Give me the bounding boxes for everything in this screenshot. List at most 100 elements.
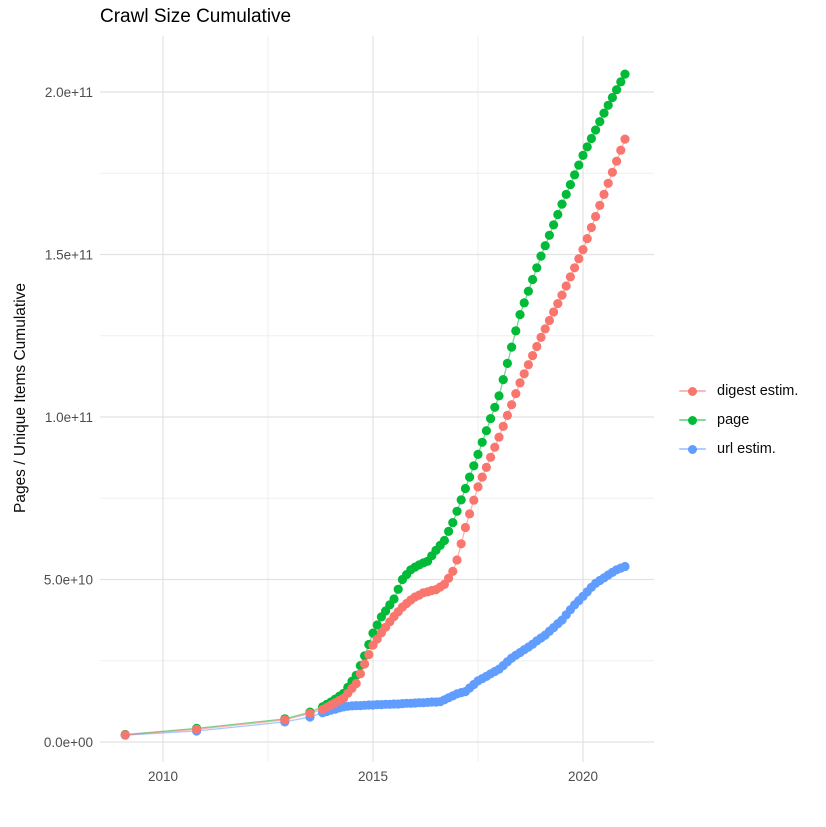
series-line-url-estim- (125, 565, 626, 736)
data-point (620, 561, 630, 572)
data-point (481, 426, 491, 436)
data-point (595, 200, 605, 210)
legend-key-dot (688, 444, 697, 454)
data-point (540, 324, 550, 334)
legend-key-dot (688, 415, 697, 425)
data-point (607, 92, 618, 103)
data-point (486, 452, 496, 462)
data-point (507, 400, 517, 410)
legend-item-url-estim: url estim. (679, 439, 798, 459)
data-point (565, 180, 576, 190)
data-point (536, 332, 546, 342)
data-point (599, 108, 609, 118)
data-point (574, 160, 584, 170)
data-point (557, 199, 567, 209)
data-point (519, 369, 529, 379)
legend-label: url estim. (717, 441, 776, 457)
legend: digest estim. page url estim. (679, 381, 798, 468)
data-point (620, 134, 630, 144)
data-point (460, 522, 470, 533)
data-point (549, 220, 559, 230)
data-point (498, 375, 508, 385)
data-point (612, 85, 622, 95)
data-point (616, 145, 626, 155)
data-point (481, 462, 491, 472)
data-point (490, 442, 500, 452)
data-point (465, 472, 475, 482)
y-axis-tick-label: 2.0e+11 (45, 85, 93, 100)
data-point (305, 708, 315, 719)
data-point (469, 495, 479, 505)
chart-title: Crawl Size Cumulative (100, 6, 292, 27)
data-point (586, 222, 597, 233)
data-point (452, 555, 462, 565)
data-point (511, 326, 521, 336)
data-point (494, 432, 504, 442)
data-point (603, 100, 613, 110)
data-point (591, 211, 601, 222)
data-point (532, 341, 542, 352)
data-point (528, 351, 538, 361)
x-axis-tick-label: 2010 (148, 769, 178, 784)
data-point (557, 290, 567, 300)
data-point (355, 669, 365, 679)
data-point (570, 170, 580, 180)
data-point (473, 449, 483, 459)
legend-item-page: page (679, 410, 798, 430)
data-point (515, 310, 525, 320)
y-axis-tick-label: 1.0e+11 (45, 410, 93, 425)
data-point (582, 142, 592, 152)
y-axis-tick-label: 5.0e+10 (44, 572, 93, 587)
data-point (393, 584, 403, 594)
data-point (515, 378, 525, 388)
data-point (502, 358, 512, 368)
data-point (439, 535, 449, 546)
legend-key (679, 381, 706, 401)
data-point (473, 482, 483, 492)
data-point (570, 263, 580, 273)
data-point (523, 286, 534, 296)
data-point (519, 298, 529, 308)
data-point (578, 245, 588, 255)
data-point (120, 730, 130, 740)
data-point (444, 573, 454, 583)
data-point (280, 715, 290, 725)
data-point (477, 437, 487, 447)
data-point (511, 389, 521, 399)
data-point (444, 526, 454, 537)
data-point (502, 410, 512, 420)
data-point (448, 566, 458, 577)
data-point (360, 659, 370, 669)
data-point (599, 189, 609, 199)
data-point (549, 307, 559, 317)
data-point (540, 241, 550, 251)
data-point (456, 495, 466, 505)
legend-key (679, 439, 706, 459)
data-point (544, 315, 555, 326)
legend-key-dot (688, 386, 697, 396)
data-point (460, 483, 470, 494)
data-point (465, 509, 475, 519)
data-point (490, 402, 500, 412)
data-point (595, 117, 605, 127)
data-point (553, 209, 563, 220)
data-point (561, 189, 571, 199)
data-point (469, 461, 479, 471)
data-point (494, 391, 504, 401)
x-axis-tick-label: 2020 (568, 769, 598, 784)
data-point (523, 360, 534, 370)
data-point (603, 178, 613, 188)
y-axis-tick-label: 1.5e+11 (45, 247, 93, 262)
data-point (565, 272, 576, 282)
data-point (452, 506, 462, 516)
legend-label: digest estim. (717, 383, 799, 399)
data-point (586, 133, 597, 144)
data-point (612, 156, 622, 166)
data-point (532, 263, 542, 273)
data-point (486, 414, 496, 424)
data-point (364, 650, 374, 660)
data-point (536, 251, 546, 261)
data-point (448, 518, 458, 528)
data-point (582, 234, 592, 244)
